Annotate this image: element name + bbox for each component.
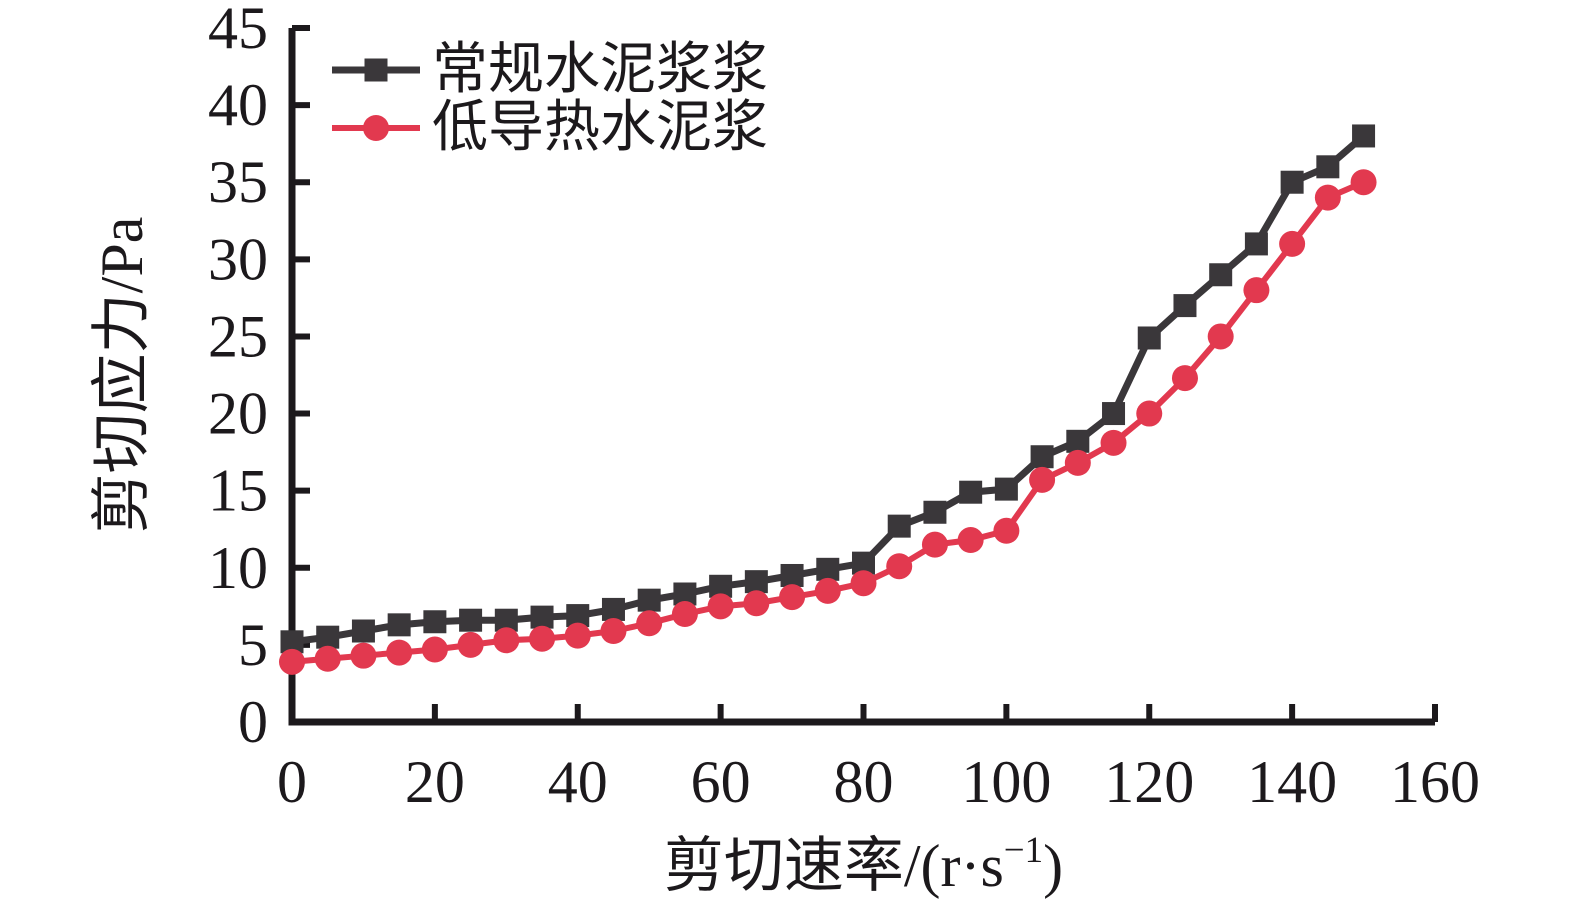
series-1 [279, 169, 1377, 675]
data-point-marker [1352, 124, 1376, 148]
data-point-marker [994, 477, 1018, 501]
data-point-marker [1243, 277, 1270, 304]
series-0 [280, 124, 1376, 654]
data-point-marker [1314, 184, 1341, 211]
data-point-marker [1066, 429, 1090, 453]
legend-swatch-marker [363, 115, 389, 141]
data-point-marker [744, 570, 768, 594]
data-point-marker [1171, 365, 1198, 392]
y-tick-label: 10 [208, 535, 268, 601]
data-point-marker [886, 553, 913, 580]
x-tick-label: 100 [961, 749, 1051, 815]
data-point-marker [709, 574, 733, 598]
x-tick-label: 60 [691, 749, 751, 815]
data-point-marker [457, 631, 484, 658]
data-point-marker [743, 590, 770, 617]
data-point-marker [314, 645, 341, 672]
x-tick-label: 140 [1247, 749, 1337, 815]
data-point-marker [493, 627, 520, 654]
data-point-marker [852, 551, 875, 575]
data-point-marker [850, 570, 877, 597]
x-axis-title: 剪切速率/(r·s−1) [664, 830, 1063, 899]
data-point-marker [279, 648, 305, 675]
data-point-marker [993, 517, 1020, 544]
data-point-marker [1064, 449, 1091, 476]
data-point-marker [1280, 170, 1304, 194]
data-point-marker [494, 608, 518, 632]
data-point-marker [1279, 230, 1306, 257]
data-point-marker [959, 480, 983, 504]
data-point-marker [530, 605, 554, 629]
x-tick-label: 120 [1104, 749, 1194, 815]
data-point-marker [1100, 429, 1127, 456]
legend-label: 低导热水泥浆 [432, 97, 768, 159]
y-tick-label: 20 [208, 381, 268, 447]
data-point-marker [1244, 232, 1268, 256]
data-point-marker [816, 557, 840, 581]
y-axis: 0 5 10 15 20 25 30 35 40 45 [208, 0, 310, 755]
data-point-marker [637, 588, 661, 612]
data-point-marker [814, 577, 841, 604]
data-point-marker [566, 604, 590, 628]
data-point-marker [1209, 263, 1233, 287]
data-point-marker [779, 584, 806, 611]
data-point-marker [601, 597, 625, 621]
data-point-marker [957, 527, 984, 554]
data-point-marker [529, 625, 556, 652]
data-point-marker [351, 619, 375, 643]
data-point-marker [280, 630, 304, 654]
data-point-marker [671, 601, 698, 628]
y-tick-label: 45 [208, 0, 268, 61]
data-point-marker [1102, 402, 1126, 426]
data-point-marker [1029, 466, 1056, 493]
y-tick-label: 30 [208, 226, 268, 292]
data-point-marker [1350, 169, 1377, 196]
y-tick-label: 25 [208, 303, 268, 369]
data-point-marker [923, 500, 947, 524]
y-tick-label: 40 [208, 72, 268, 138]
data-point-marker [1207, 323, 1234, 350]
data-point-marker [1030, 445, 1054, 469]
data-point-marker [459, 608, 483, 632]
legend-swatch-marker [364, 58, 388, 82]
data-point-marker [316, 625, 340, 649]
legend-item: 低导热水泥浆 [332, 97, 768, 159]
x-tick-label: 160 [1390, 749, 1480, 815]
data-point-marker [423, 610, 447, 634]
data-point-marker [780, 563, 804, 587]
y-tick-label: 35 [208, 149, 268, 215]
data-point-marker [673, 582, 697, 606]
legend-item: 常规水泥浆浆 [332, 39, 768, 101]
legend-label: 常规水泥浆浆 [432, 39, 768, 101]
x-tick-label: 80 [834, 749, 894, 815]
data-point-marker [1316, 155, 1340, 179]
data-point-marker [386, 639, 413, 666]
data-point-marker [1173, 294, 1197, 318]
x-tick-label: 40 [548, 749, 608, 815]
data-point-marker [707, 593, 734, 620]
y-axis-title: 剪切应力/Pa [89, 217, 155, 534]
data-point-marker [636, 610, 663, 637]
x-axis: 0 20 40 60 80 100 120 140 160 [277, 704, 1480, 815]
data-point-marker [1137, 326, 1161, 350]
data-point-marker [350, 642, 377, 669]
y-tick-label: 15 [208, 458, 268, 524]
y-tick-label: 0 [238, 689, 268, 755]
data-point-marker [600, 618, 627, 645]
y-tick-label: 5 [238, 612, 268, 678]
data-point-marker [564, 622, 591, 649]
data-point-marker [421, 636, 448, 663]
data-point-marker [921, 531, 948, 558]
data-point-marker [387, 613, 411, 637]
data-point-marker [887, 514, 911, 538]
x-tick-label: 20 [405, 749, 465, 815]
x-tick-label: 0 [277, 749, 307, 815]
data-point-marker [1136, 400, 1163, 427]
